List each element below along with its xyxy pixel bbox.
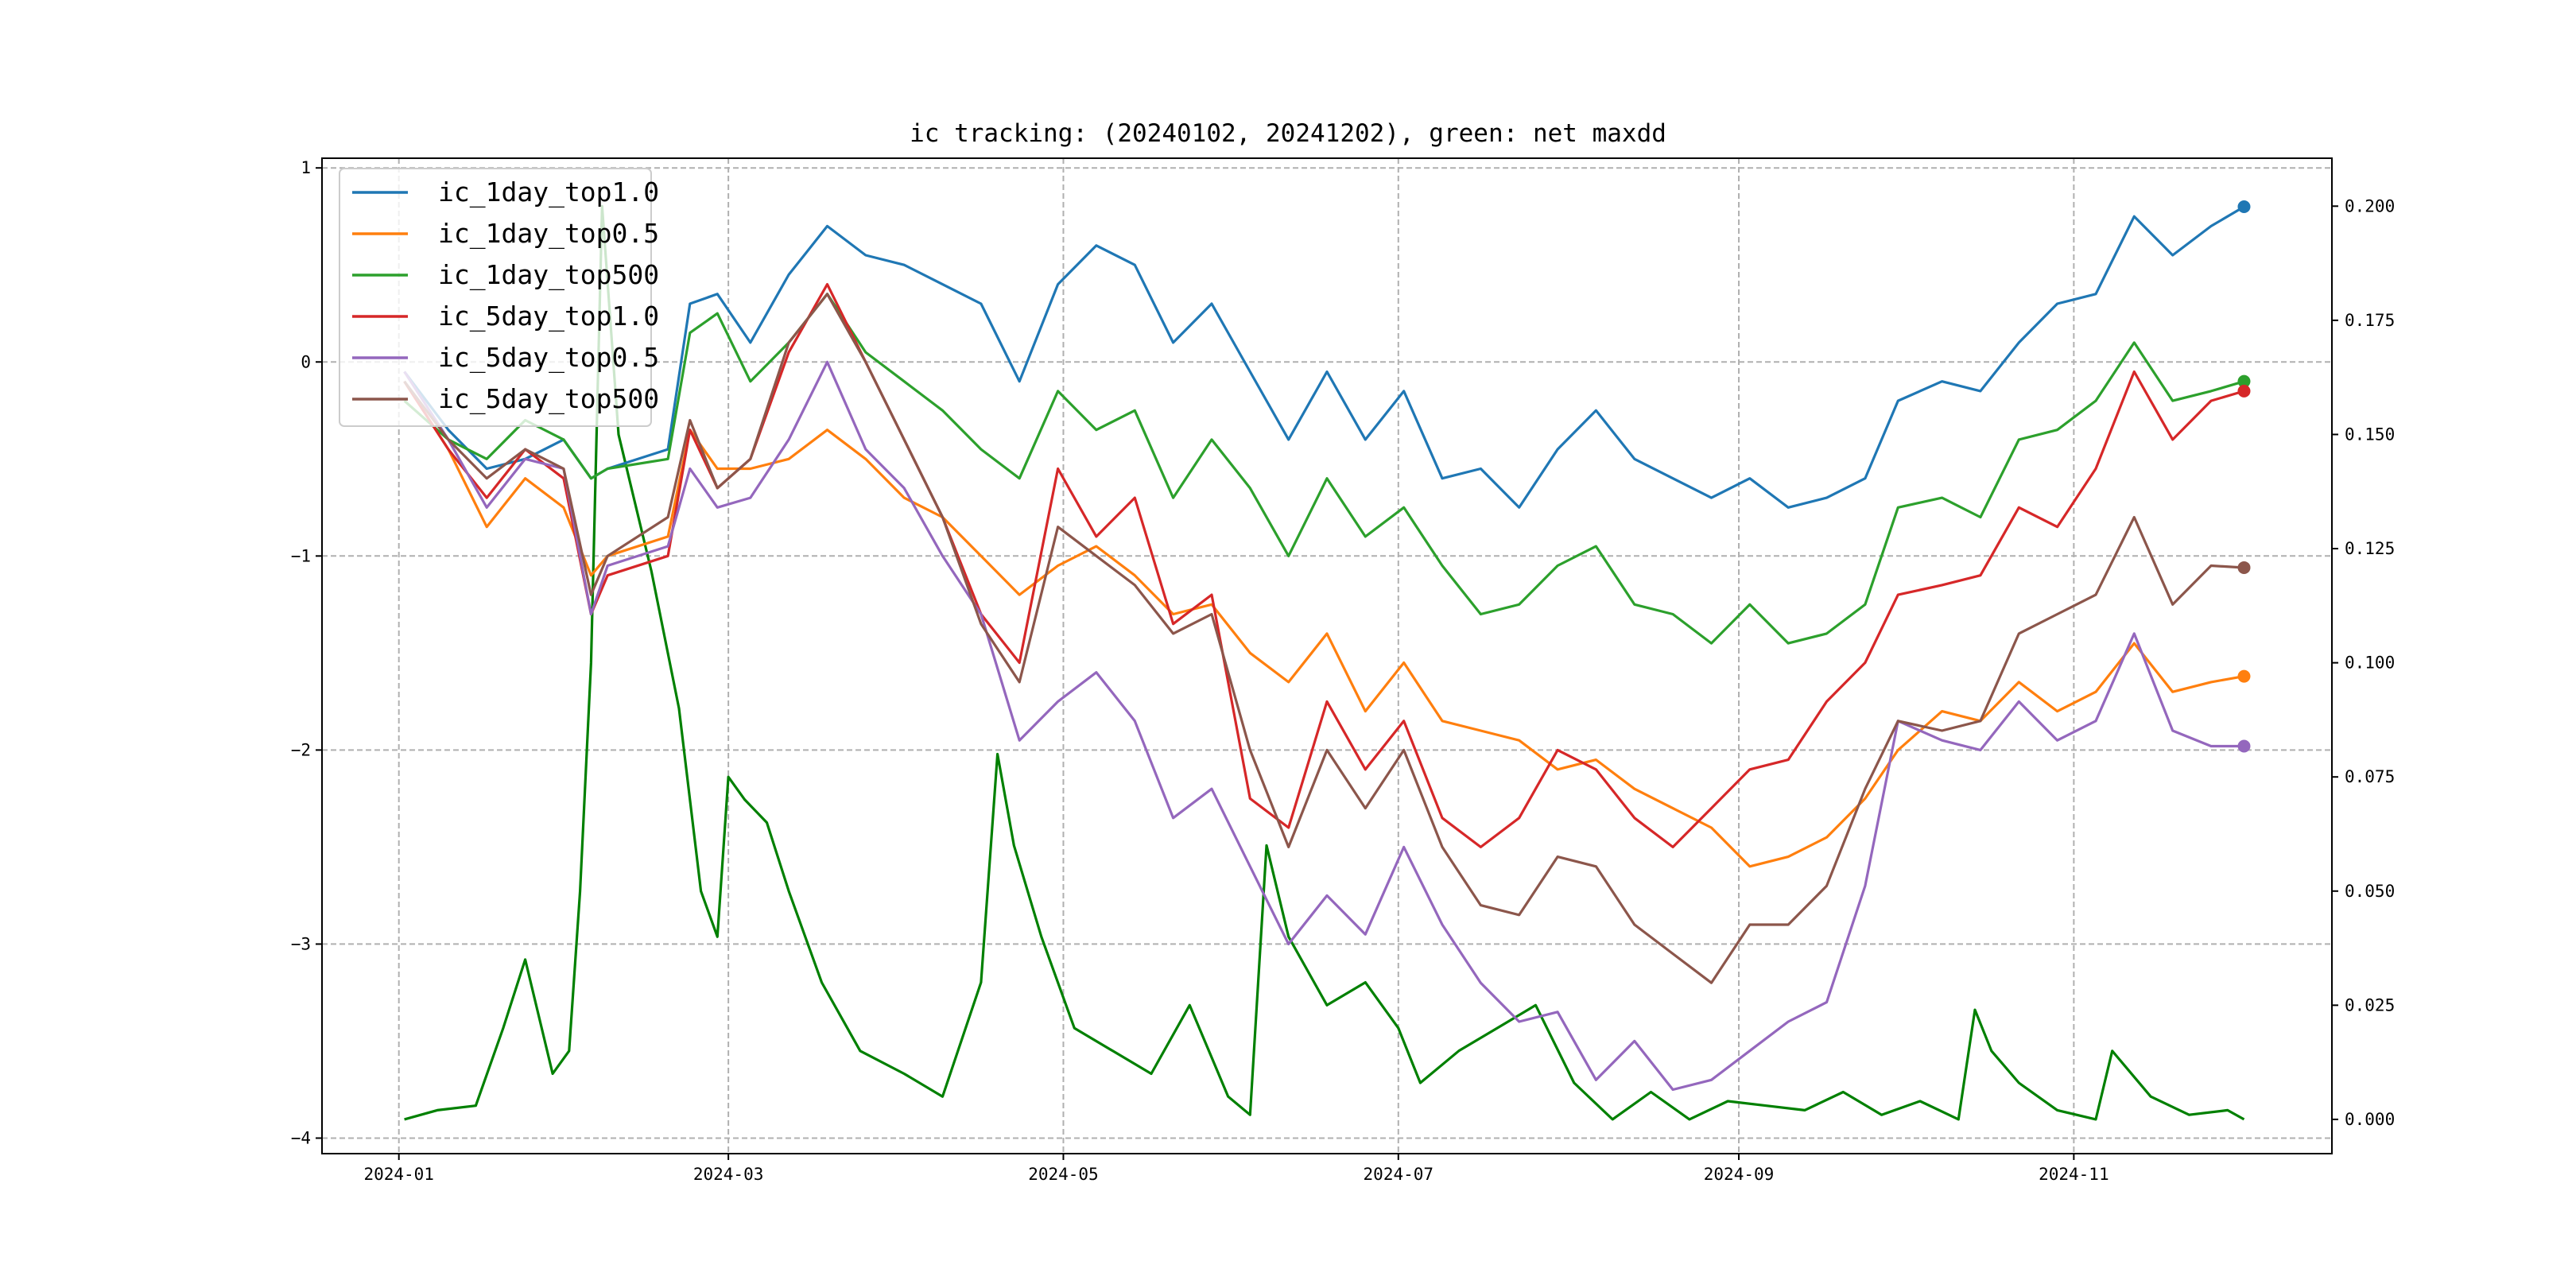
series-end-point-ic-1day-top500 xyxy=(2237,374,2251,388)
y-right-tick-label: 0.050 xyxy=(2345,882,2395,901)
series-line-ic-5day-top1-0 xyxy=(403,283,2244,849)
y-left-tick-label: −4 xyxy=(291,1128,311,1147)
y-axis-left: 1 0 −1 −2 −3 −4 xyxy=(291,158,322,1147)
series-line-ic-1day-top500 xyxy=(403,293,2244,645)
y-right-tick-label: 0.000 xyxy=(2345,1110,2395,1129)
y-left-tick-label: −3 xyxy=(291,934,311,953)
series-line-ic-5day-top500 xyxy=(403,293,2244,984)
y-left-tick-label: 0 xyxy=(301,352,311,371)
legend-label: ic_1day_top1.0 xyxy=(438,177,659,208)
x-tick-label: 2024-05 xyxy=(1028,1165,1099,1184)
y-right-tick-label: 0.175 xyxy=(2345,311,2395,330)
legend-label: ic_5day_top1.0 xyxy=(438,301,659,332)
legend: ic_1day_top1.0 ic_1day_top0.5 ic_1day_top5… xyxy=(339,168,659,427)
y-right-tick-label: 0.150 xyxy=(2345,425,2395,444)
series-end-point-ic-5day-top500 xyxy=(2237,561,2251,574)
y-right-tick-label: 0.075 xyxy=(2345,767,2395,786)
x-axis: 2024-01 2024-03 2024-05 2024-07 2024-09 2024-… xyxy=(363,1154,2109,1184)
x-tick-label: 2024-01 xyxy=(363,1165,434,1184)
y-left-tick-label: −1 xyxy=(291,546,311,565)
series-end-point-ic-1day-top0-5 xyxy=(2237,669,2251,683)
grid xyxy=(322,158,2332,1154)
y-right-tick-label: 0.200 xyxy=(2345,196,2395,215)
series-line-ic-5day-top0-5 xyxy=(403,360,2244,1092)
legend-label: ic_1day_top0.5 xyxy=(438,218,659,250)
y-axis-right: 0.200 0.175 0.150 0.125 0.100 0.075 0.050 0.025… xyxy=(2332,196,2395,1129)
legend-label: ic_5day_top500 xyxy=(438,383,659,415)
series-lines xyxy=(403,200,2251,1121)
legend-label: ic_1day_top500 xyxy=(438,259,659,291)
legend-box xyxy=(339,168,652,427)
x-tick-label: 2024-03 xyxy=(693,1165,764,1184)
y-left-tick-label: −2 xyxy=(291,740,311,759)
series-end-point-ic-5day-top1-0 xyxy=(2237,384,2251,398)
y-left-tick-label: 1 xyxy=(301,158,311,177)
chart-title: ic tracking: (20240102, 20241202), green… xyxy=(910,119,1666,148)
x-tick-label: 2024-11 xyxy=(2039,1165,2109,1184)
y-right-tick-label: 0.100 xyxy=(2345,654,2395,673)
y-right-tick-label: 0.025 xyxy=(2345,995,2395,1014)
series-line-ic-1day-top1-0 xyxy=(403,205,2245,509)
x-tick-label: 2024-07 xyxy=(1364,1165,1434,1184)
series-line-net-maxdd xyxy=(404,204,2245,1121)
series-line-ic-1day-top0-5 xyxy=(403,380,2244,868)
series-end-point-ic-5day-top0-5 xyxy=(2237,739,2251,753)
series-end-point-ic-1day-top1-0 xyxy=(2237,200,2251,214)
plot-frame xyxy=(321,157,2333,1154)
legend-label: ic_5day_top0.5 xyxy=(438,342,659,374)
x-tick-label: 2024-09 xyxy=(1704,1165,1775,1184)
y-right-tick-label: 0.125 xyxy=(2345,539,2395,558)
